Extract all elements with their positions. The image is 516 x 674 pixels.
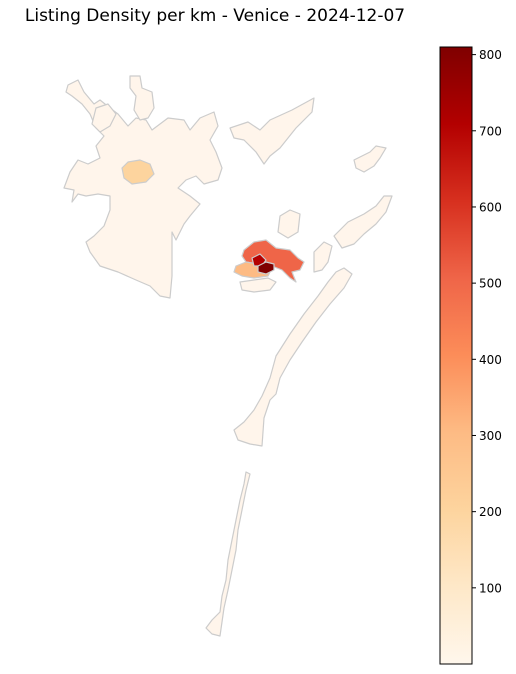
region-pellestrina [205, 471, 251, 637]
region-island-murano [277, 209, 301, 239]
choropleth-map [63, 75, 393, 637]
colorbar-tick-label: 400 [479, 353, 502, 367]
region-lido [233, 267, 353, 447]
map-title: Listing Density per km - Venice - 2024-1… [24, 6, 406, 26]
region-venice-giudecca [239, 277, 277, 293]
colorbar-gradient [439, 46, 473, 665]
region-mainland [63, 79, 223, 299]
region-island-east [353, 145, 387, 173]
region-island-sant-erasmo [333, 195, 393, 249]
region-islands-north [229, 97, 315, 165]
colorbar-tick-label: 800 [479, 48, 502, 62]
colorbar-tick-label: 200 [479, 505, 502, 519]
region-mestre-center [121, 159, 155, 185]
region-mainland-north2 [91, 103, 117, 133]
region-venice-historic-core [257, 261, 275, 275]
region-mainland-north [129, 75, 155, 121]
colorbar-tick-label: 600 [479, 200, 502, 214]
colorbar-tick-label: 500 [479, 277, 502, 291]
colorbar-tick-label: 300 [479, 429, 502, 443]
region-island-certosa [313, 241, 333, 273]
colorbar-ticks: 100 200 300 400 500 600 700 800 [472, 48, 502, 595]
colorbar-tick-label: 100 [479, 581, 502, 595]
colorbar-tick-label: 700 [479, 124, 502, 138]
